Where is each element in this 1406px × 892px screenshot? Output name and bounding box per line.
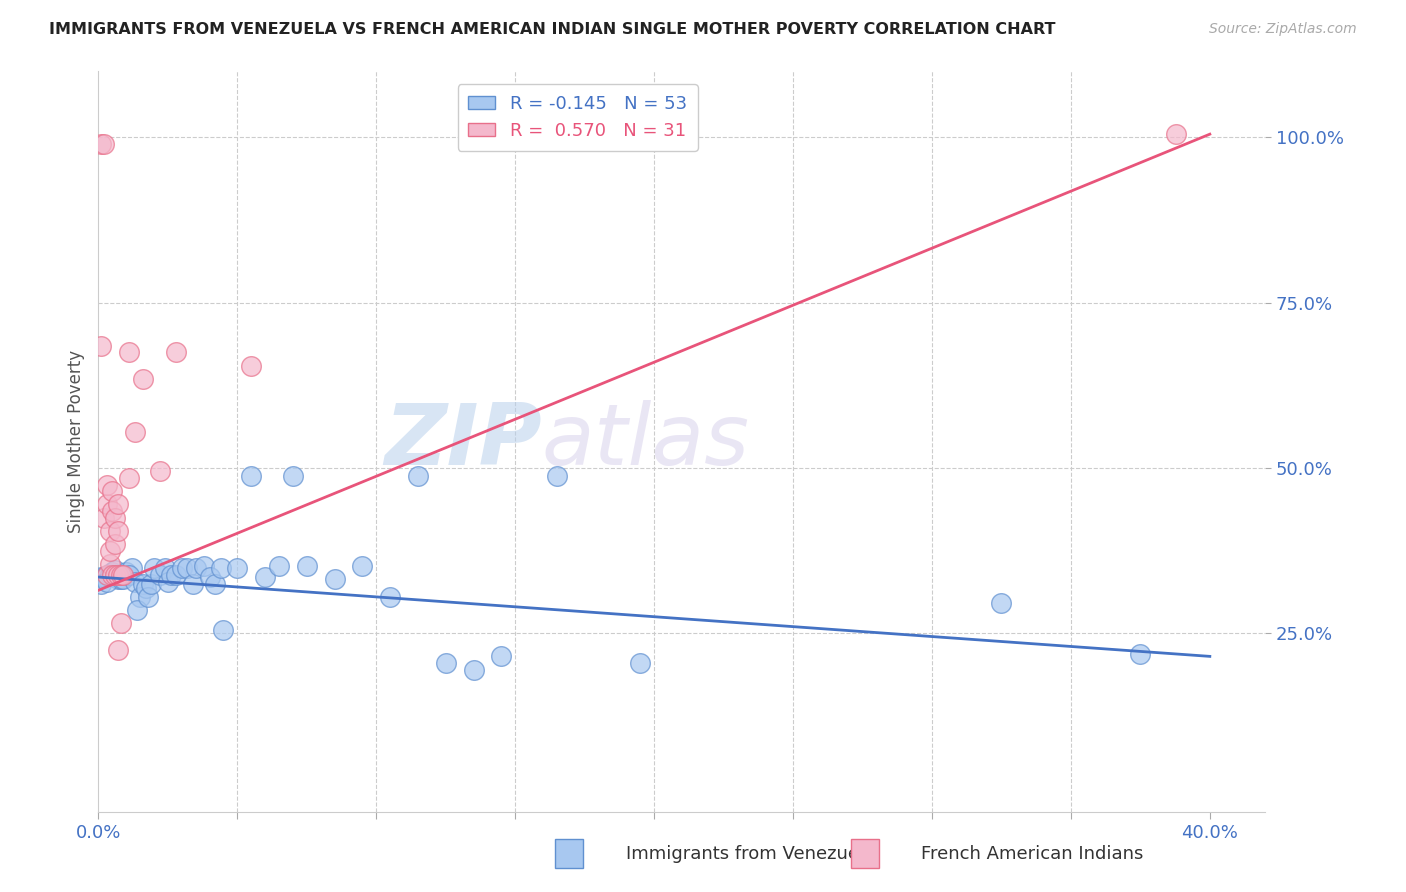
Point bbox=[990, 597, 1012, 611]
Point bbox=[148, 464, 170, 478]
Point bbox=[141, 576, 163, 591]
Point bbox=[101, 568, 124, 582]
Point bbox=[380, 590, 402, 604]
Point bbox=[90, 137, 112, 152]
Point bbox=[156, 574, 179, 589]
Point bbox=[112, 572, 135, 586]
Point bbox=[628, 656, 651, 670]
Point bbox=[546, 469, 568, 483]
Point bbox=[170, 561, 193, 575]
Point bbox=[181, 576, 204, 591]
Point bbox=[153, 561, 176, 575]
Point bbox=[281, 469, 304, 483]
Point bbox=[143, 561, 166, 575]
Point bbox=[96, 477, 118, 491]
Point bbox=[110, 616, 132, 631]
Point bbox=[135, 582, 157, 596]
Point bbox=[124, 574, 146, 589]
Point bbox=[104, 564, 127, 578]
Point bbox=[93, 570, 115, 584]
Point bbox=[463, 663, 485, 677]
Point bbox=[240, 359, 263, 373]
Point bbox=[267, 558, 290, 573]
Point bbox=[104, 510, 127, 524]
Legend: R = -0.145   N = 53, R =  0.570   N = 31: R = -0.145 N = 53, R = 0.570 N = 31 bbox=[457, 84, 697, 151]
Point bbox=[124, 425, 146, 439]
Point bbox=[93, 137, 115, 152]
Point bbox=[159, 568, 181, 582]
Point bbox=[96, 574, 118, 589]
Point bbox=[198, 570, 221, 584]
Point bbox=[118, 345, 141, 359]
Point bbox=[107, 524, 129, 538]
Point bbox=[118, 471, 141, 485]
Point bbox=[132, 576, 155, 591]
Point bbox=[193, 558, 215, 573]
Point bbox=[107, 568, 129, 582]
Point bbox=[434, 656, 457, 670]
Point bbox=[110, 572, 132, 586]
Point bbox=[98, 543, 121, 558]
Point bbox=[209, 561, 232, 575]
Point bbox=[138, 590, 160, 604]
Point bbox=[165, 345, 187, 359]
Text: atlas: atlas bbox=[541, 400, 749, 483]
Text: ZIP: ZIP bbox=[384, 400, 541, 483]
Point bbox=[98, 557, 121, 571]
Text: IMMIGRANTS FROM VENEZUELA VS FRENCH AMERICAN INDIAN SINGLE MOTHER POVERTY CORREL: IMMIGRANTS FROM VENEZUELA VS FRENCH AMER… bbox=[49, 22, 1056, 37]
Point bbox=[110, 568, 132, 582]
Point bbox=[96, 568, 118, 582]
Y-axis label: Single Mother Poverty: Single Mother Poverty bbox=[66, 350, 84, 533]
Point bbox=[1129, 648, 1152, 662]
Point bbox=[254, 570, 277, 584]
Point bbox=[98, 568, 121, 582]
Point bbox=[104, 537, 127, 551]
Point bbox=[93, 510, 115, 524]
Text: Source: ZipAtlas.com: Source: ZipAtlas.com bbox=[1209, 22, 1357, 37]
Point bbox=[107, 572, 129, 586]
Point bbox=[165, 568, 187, 582]
Point bbox=[96, 568, 118, 582]
Point bbox=[491, 649, 513, 664]
Point bbox=[90, 570, 112, 584]
Point bbox=[107, 642, 129, 657]
Point bbox=[127, 603, 149, 617]
Point bbox=[112, 568, 135, 582]
Point bbox=[90, 339, 112, 353]
Point bbox=[1166, 127, 1188, 141]
Point bbox=[101, 504, 124, 518]
Point bbox=[101, 484, 124, 499]
Point bbox=[115, 566, 138, 580]
Point bbox=[406, 469, 429, 483]
Text: French American Indians: French American Indians bbox=[921, 845, 1143, 863]
Point bbox=[204, 576, 226, 591]
Point bbox=[212, 623, 235, 637]
Point bbox=[118, 568, 141, 582]
Point bbox=[148, 568, 170, 582]
Point bbox=[184, 561, 207, 575]
Point bbox=[98, 524, 121, 538]
Point bbox=[121, 561, 143, 575]
Point bbox=[323, 572, 346, 586]
Point bbox=[129, 590, 152, 604]
Point bbox=[176, 561, 198, 575]
Point bbox=[226, 561, 249, 575]
Point bbox=[352, 558, 374, 573]
Point bbox=[132, 372, 155, 386]
Point bbox=[240, 469, 263, 483]
Point bbox=[101, 566, 124, 580]
Point bbox=[295, 558, 318, 573]
Point bbox=[90, 576, 112, 591]
Text: Immigrants from Venezuela: Immigrants from Venezuela bbox=[626, 845, 875, 863]
Point bbox=[104, 568, 127, 582]
Point bbox=[107, 497, 129, 511]
Point bbox=[96, 497, 118, 511]
